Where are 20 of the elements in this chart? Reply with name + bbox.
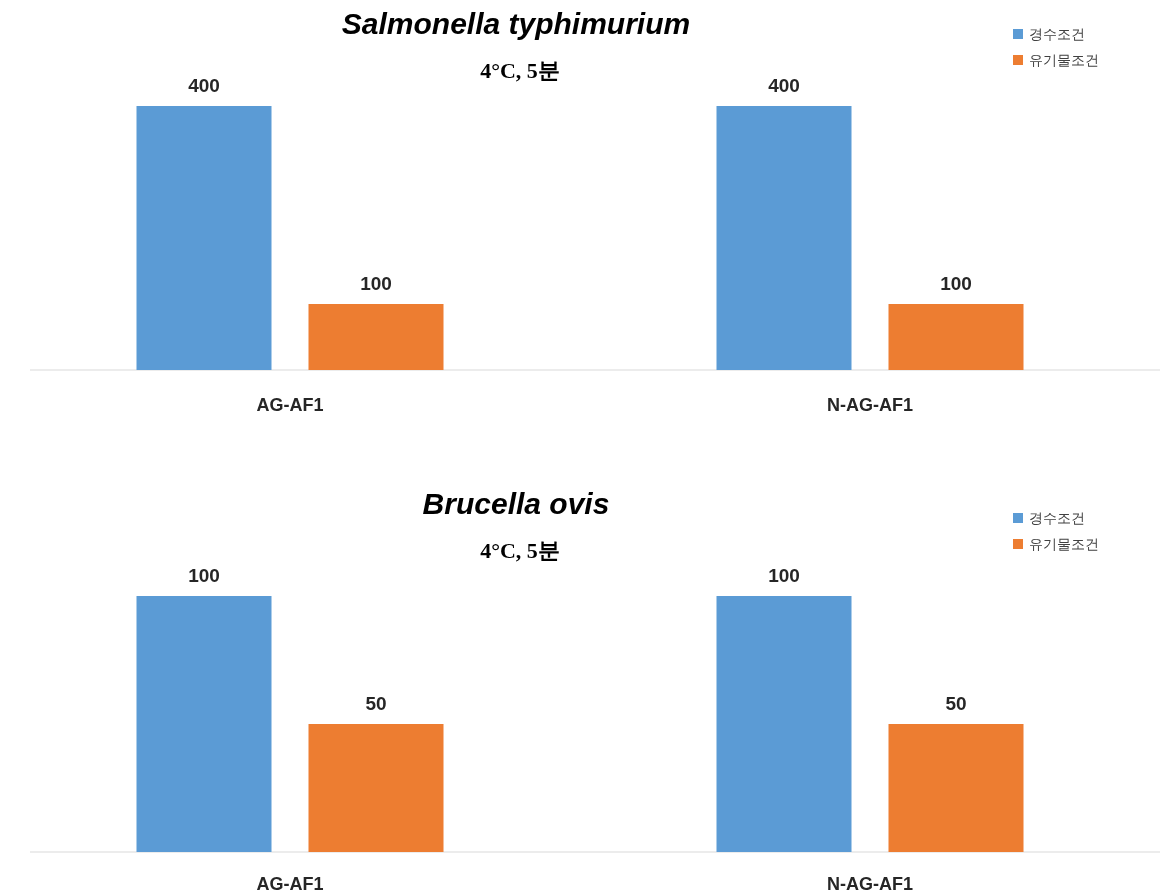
chart-title: Salmonella typhimurium: [341, 7, 691, 40]
data-label: 100: [360, 273, 392, 294]
data-label: 400: [768, 75, 800, 96]
chart-subtitle: 4°C, 5분: [480, 58, 560, 83]
legend-label: 유기물조건: [1029, 536, 1099, 552]
data-label: 100: [188, 565, 220, 586]
legend-label: 유기물조건: [1029, 52, 1099, 68]
x-tick-label: AG-AF1: [256, 395, 324, 415]
x-tick-label: AG-AF1: [256, 874, 324, 893]
legend-label: 경수조건: [1029, 26, 1085, 42]
data-label: 50: [945, 693, 967, 714]
x-tick-label: N-AG-AF1: [827, 395, 913, 415]
data-label: 100: [768, 565, 800, 586]
data-label: 50: [365, 693, 387, 714]
legend-label: 경수조건: [1029, 510, 1085, 526]
data-label: 100: [940, 273, 972, 294]
chart-title: Brucella ovis: [422, 487, 610, 520]
chart-subtitle: 4°C, 5분: [480, 538, 560, 563]
x-tick-label: N-AG-AF1: [827, 874, 913, 893]
data-label: 400: [188, 75, 220, 96]
